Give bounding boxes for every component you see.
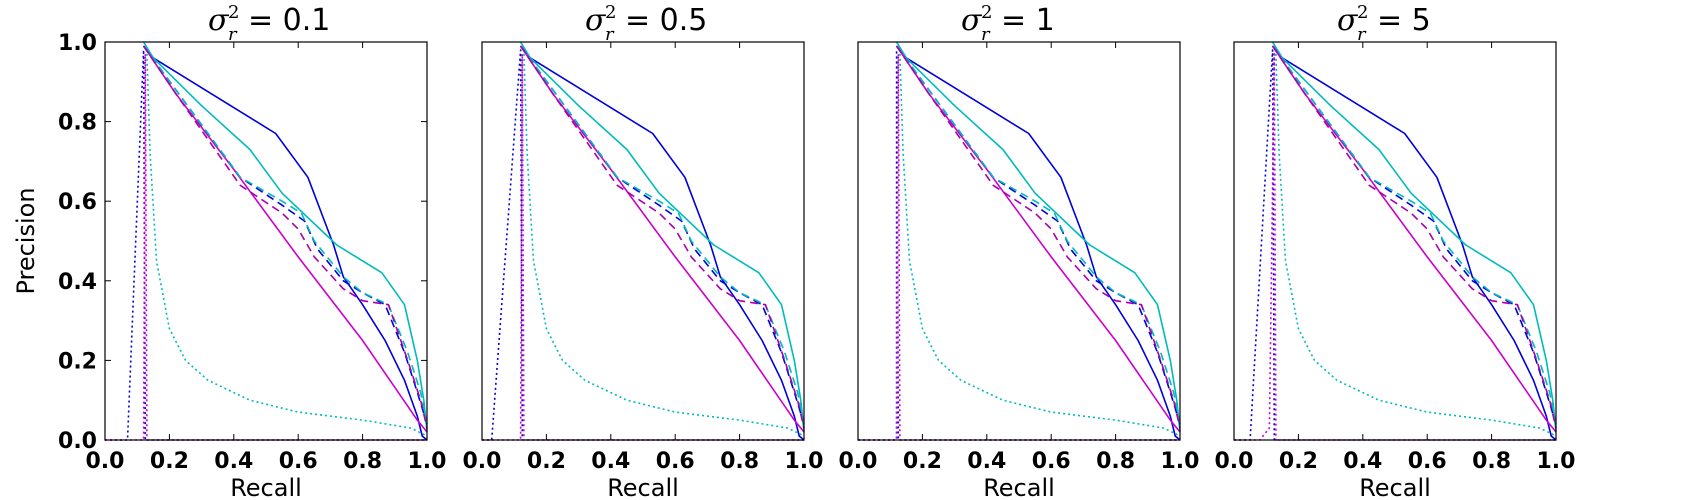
series-line-1 [895, 45, 1181, 441]
y-tick-label: 0.4 [58, 270, 97, 295]
x-tick-label: 0.6 [1408, 449, 1447, 474]
series-line-1 [519, 45, 805, 441]
x-tick-label: 0.4 [1343, 449, 1382, 474]
x-tick-label: 0.2 [527, 449, 566, 474]
series-line-5 [895, 45, 1181, 425]
x-axis-label: Recall [607, 474, 679, 500]
title-value: = 0.1 [248, 3, 330, 38]
series-line-6 [519, 45, 805, 429]
x-tick-label: 0.6 [279, 449, 318, 474]
series-line-5 [519, 45, 805, 425]
series-line-9 [1234, 53, 1556, 441]
chart-title: σ 2r = 0.1 [208, 2, 330, 45]
y-axis-label: Precision [12, 187, 40, 294]
title-symbol: σ [585, 3, 607, 38]
title-value: = 5 [1377, 3, 1431, 38]
axes-frame [1233, 41, 1557, 441]
x-tick-label: 0.8 [1096, 449, 1135, 474]
chart-title: σ 2r = 5 [1337, 2, 1431, 45]
chart-panel-3: 0.0 0.2 0.4 0.6 0.8 1.0 Recall σ 2r = 1 [839, 2, 1200, 500]
y-tick-label: 1.0 [58, 31, 97, 56]
axes-frame [104, 41, 428, 441]
x-tick-label: 0.6 [656, 449, 695, 474]
x-tick-label: 0.4 [214, 449, 253, 474]
series-line-2 [895, 41, 1181, 433]
series-line-6 [895, 45, 1181, 429]
title-subscript: r [605, 24, 615, 45]
x-tick-label: 0.8 [343, 449, 382, 474]
y-tick-label: 0.0 [58, 429, 97, 454]
x-tick-label: 0.0 [463, 449, 502, 474]
x-tick-label: 1.0 [785, 449, 824, 474]
x-tick-label: 1.0 [1161, 449, 1200, 474]
series-line-9 [105, 53, 427, 441]
series-line-7 [523, 53, 805, 437]
title-subscript: r [1357, 24, 1367, 45]
x-tick-label: 0.4 [967, 449, 1006, 474]
title-value: = 1 [1001, 3, 1055, 38]
series-line-2 [519, 41, 805, 433]
x-tick-label: 0.6 [1032, 449, 1071, 474]
x-tick-label: 0.8 [1472, 449, 1511, 474]
x-tick-label: 0.0 [1215, 449, 1254, 474]
series-line-6 [142, 45, 428, 429]
x-tick-label: 1.0 [408, 449, 447, 474]
series-line-9 [482, 53, 804, 441]
x-tick-label: 0.8 [720, 449, 759, 474]
series-line-8 [482, 49, 804, 441]
series-line-2 [1271, 41, 1557, 433]
series-line-5 [1271, 45, 1557, 425]
x-tick-label: 0.0 [839, 449, 878, 474]
y-tick-label: 0.8 [58, 111, 97, 136]
chart-title: σ 2r = 1 [961, 2, 1055, 45]
series-line-7 [899, 53, 1181, 437]
title-subscript: r [228, 24, 238, 45]
chart-title: σ 2r = 0.5 [585, 2, 707, 45]
x-tick-label: 0.0 [86, 449, 125, 474]
series-line-5 [142, 45, 428, 425]
axes-frame [857, 41, 1181, 441]
title-symbol: σ [208, 3, 230, 38]
series-group [1234, 41, 1557, 441]
series-line-8 [858, 49, 1180, 441]
series-line-7 [146, 53, 428, 437]
y-tick-label: 0.6 [58, 190, 97, 215]
title-symbol: σ [1337, 3, 1359, 38]
title-superscript: 2 [1357, 2, 1368, 23]
x-tick-label: 0.4 [591, 449, 630, 474]
y-tick-label: 0.2 [58, 349, 97, 374]
title-superscript: 2 [605, 2, 616, 23]
title-symbol: σ [961, 3, 983, 38]
series-group [858, 41, 1181, 441]
title-superscript: 2 [228, 2, 239, 23]
x-tick-label: 1.0 [1537, 449, 1576, 474]
series-line-8 [1234, 49, 1556, 441]
x-axis-label: Recall [1359, 474, 1431, 500]
series-line-7 [1275, 53, 1557, 437]
x-axis-label: Recall [983, 474, 1055, 500]
series-line-1 [142, 45, 428, 441]
series-line-2 [142, 41, 428, 433]
title-subscript: r [981, 24, 991, 45]
x-tick-label: 0.2 [1279, 449, 1318, 474]
title-superscript: 2 [981, 2, 992, 23]
x-tick-label: 0.2 [150, 449, 189, 474]
series-line-1 [1271, 45, 1557, 441]
axes-frame [481, 41, 805, 441]
series-group [105, 41, 428, 441]
chart-panel-2: 0.0 0.2 0.4 0.6 0.8 1.0 Recall σ 2r = 0.5 [463, 2, 824, 500]
series-line-6 [1271, 45, 1557, 429]
chart-panel-4: 0.0 0.2 0.4 0.6 0.8 1.0 Recall σ 2r = 5 [1215, 2, 1576, 500]
series-line-9 [858, 53, 1180, 441]
x-tick-label: 0.2 [903, 449, 942, 474]
series-line-8 [105, 49, 427, 441]
series-group [482, 41, 805, 441]
x-axis-label: Recall [230, 474, 302, 500]
title-value: = 0.5 [625, 3, 707, 38]
chart-panel-1: 0.0 0.2 0.4 0.6 0.8 1.0 0.0 0.2 0.4 0.6 0.8 1.0 Reca… [12, 2, 446, 500]
